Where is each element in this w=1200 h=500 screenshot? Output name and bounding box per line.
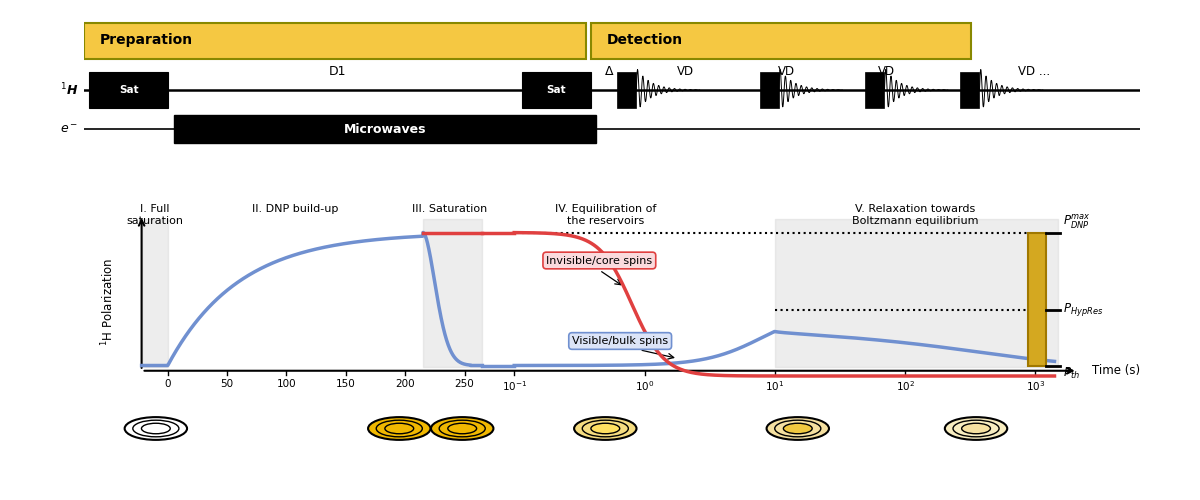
Ellipse shape: [431, 417, 493, 440]
Ellipse shape: [377, 420, 422, 437]
Ellipse shape: [784, 423, 812, 434]
Text: $e^-$: $e^-$: [60, 122, 79, 136]
Text: $10^2$: $10^2$: [895, 379, 914, 393]
Ellipse shape: [142, 423, 170, 434]
FancyBboxPatch shape: [1028, 232, 1045, 366]
Text: D1: D1: [329, 66, 346, 78]
Text: $P_{DNP}^{max}$: $P_{DNP}^{max}$: [1063, 213, 1091, 231]
Text: VD: VD: [778, 66, 794, 78]
Text: $P_{th}$: $P_{th}$: [1063, 366, 1080, 382]
Text: V. Relaxation towards
Boltzmann equilibrium: V. Relaxation towards Boltzmann equilibr…: [852, 204, 979, 226]
Text: 50: 50: [221, 379, 234, 389]
Text: VD: VD: [878, 66, 895, 78]
Ellipse shape: [133, 420, 179, 437]
Text: 0: 0: [164, 379, 170, 389]
Text: Sat: Sat: [547, 85, 566, 95]
Text: 200: 200: [396, 379, 415, 389]
Ellipse shape: [368, 417, 431, 440]
Text: Preparation: Preparation: [100, 34, 193, 48]
Ellipse shape: [590, 423, 619, 434]
FancyBboxPatch shape: [960, 72, 979, 108]
Ellipse shape: [439, 420, 485, 437]
Ellipse shape: [125, 417, 187, 440]
Text: Microwaves: Microwaves: [343, 122, 426, 136]
Text: $^1$H Polarization: $^1$H Polarization: [100, 258, 116, 346]
Text: IV. Equilibration of
the reservoirs: IV. Equilibration of the reservoirs: [554, 204, 656, 226]
Text: Sat: Sat: [119, 85, 139, 95]
Text: VD: VD: [677, 66, 695, 78]
Text: Detection: Detection: [607, 34, 683, 48]
Text: $10^0$: $10^0$: [635, 379, 654, 393]
Text: 150: 150: [336, 379, 355, 389]
FancyBboxPatch shape: [89, 72, 168, 108]
Text: III. Saturation: III. Saturation: [412, 204, 487, 214]
Text: $10^{-1}$: $10^{-1}$: [502, 379, 527, 393]
Ellipse shape: [574, 417, 636, 440]
Text: Time (s): Time (s): [1092, 364, 1140, 377]
Ellipse shape: [448, 423, 476, 434]
Text: II. DNP build-up: II. DNP build-up: [252, 204, 338, 214]
FancyBboxPatch shape: [590, 23, 971, 59]
Text: Visible/bulk spins: Visible/bulk spins: [572, 336, 668, 346]
Text: $10^3$: $10^3$: [1026, 379, 1045, 393]
Text: 250: 250: [455, 379, 474, 389]
FancyBboxPatch shape: [174, 115, 596, 143]
Ellipse shape: [767, 417, 829, 440]
Text: I. Full
saturation: I. Full saturation: [126, 204, 184, 226]
Ellipse shape: [961, 423, 990, 434]
Ellipse shape: [385, 423, 414, 434]
FancyBboxPatch shape: [84, 23, 586, 59]
FancyBboxPatch shape: [865, 72, 884, 108]
Ellipse shape: [944, 417, 1007, 440]
Text: $10^1$: $10^1$: [766, 379, 785, 393]
Ellipse shape: [582, 420, 629, 437]
FancyBboxPatch shape: [522, 72, 590, 108]
Text: 100: 100: [277, 379, 296, 389]
Ellipse shape: [775, 420, 821, 437]
Ellipse shape: [953, 420, 1000, 437]
Text: VD ...: VD ...: [1019, 66, 1050, 78]
Text: $P_{HypRes}$: $P_{HypRes}$: [1063, 301, 1103, 318]
Text: $^1$H: $^1$H: [60, 82, 79, 98]
Text: Invisible/core spins: Invisible/core spins: [546, 256, 653, 266]
FancyBboxPatch shape: [617, 72, 636, 108]
FancyBboxPatch shape: [760, 72, 779, 108]
Text: $\Delta$: $\Delta$: [604, 66, 614, 78]
